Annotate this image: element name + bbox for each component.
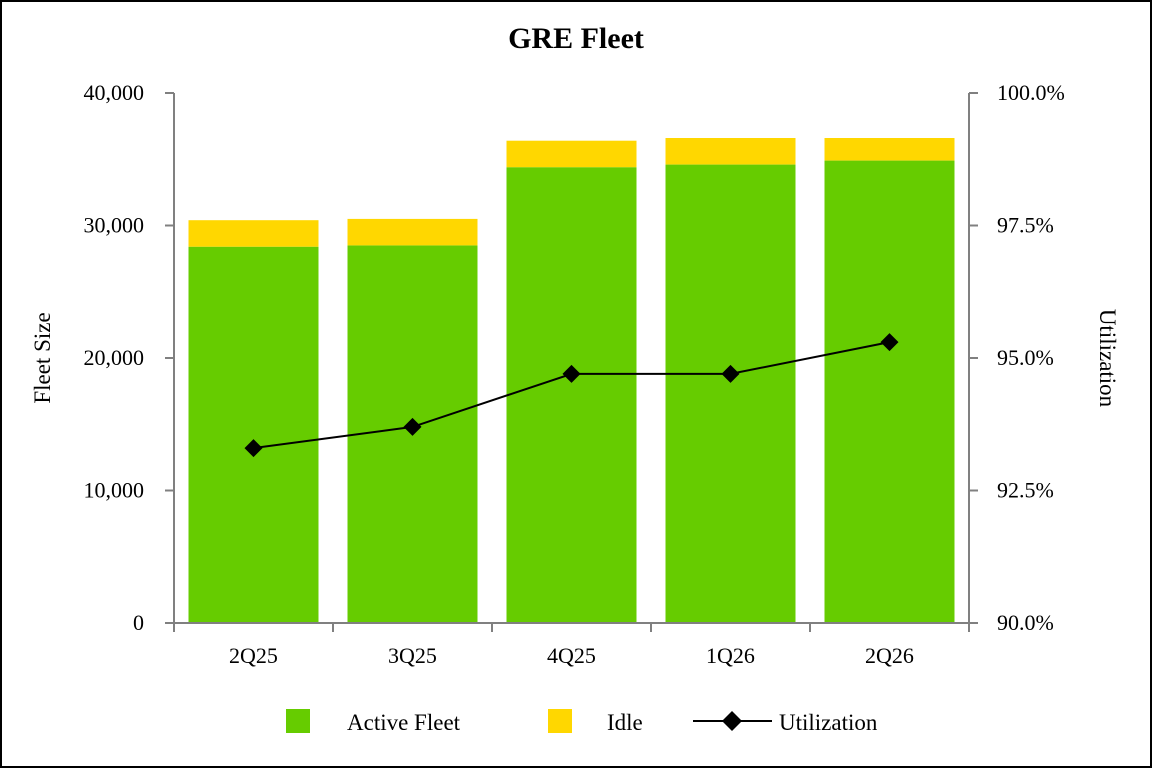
y2-tick-label: 97.5% (997, 213, 1054, 238)
y2-tick-label: 95.0% (997, 345, 1054, 370)
legend-swatch-active-fleet (286, 709, 310, 733)
x-tick-label: 2Q25 (229, 643, 278, 668)
legend: Active Fleet Idle Utilization (286, 709, 878, 735)
y-tick-label: 0 (133, 610, 144, 635)
legend-label-utilization: Utilization (779, 710, 878, 735)
utilization-point-4q25 (562, 364, 581, 383)
y2-tick-label: 90.0% (997, 610, 1054, 635)
x-tick-label: 2Q26 (865, 643, 914, 668)
y2-tick-label: 100.0% (997, 80, 1065, 105)
utilization-point-2q26 (880, 333, 899, 352)
y2-tick-label: 92.5% (997, 478, 1054, 503)
bars-layer (188, 138, 955, 623)
legend-swatch-utilization-marker (722, 711, 742, 731)
y-axis-label: Fleet Size (30, 312, 55, 403)
bar-idle-4q25 (506, 140, 637, 168)
bar-idle-1q26 (665, 138, 796, 165)
bar-idle-2q26 (824, 138, 955, 161)
utilization-point-3q25 (403, 417, 422, 436)
x-tick-label: 4Q25 (547, 643, 596, 668)
bar-active-fleet-1q26 (665, 164, 796, 623)
y-tick-label: 40,000 (84, 80, 145, 105)
y2-axis-label: Utilization (1095, 309, 1120, 408)
utilization-point-2q25 (244, 439, 263, 458)
bar-idle-3q25 (347, 218, 478, 246)
y-tick-label: 30,000 (84, 213, 145, 238)
legend-label-idle: Idle (607, 710, 643, 735)
utilization-point-1q26 (721, 364, 740, 383)
x-tick-label: 3Q25 (388, 643, 437, 668)
chart-title: GRE Fleet (508, 22, 644, 55)
legend-swatch-idle (548, 709, 572, 733)
y-tick-label: 10,000 (84, 478, 145, 503)
bar-active-fleet-2q26 (824, 160, 955, 623)
bar-active-fleet-4q25 (506, 167, 637, 623)
x-tick-label: 1Q26 (706, 643, 755, 668)
bar-idle-2q25 (188, 220, 319, 247)
utilization-line-layer (244, 333, 899, 458)
axes-layer: 0 10,000 20,000 30,000 40,000 90.0% 92.5% 95.0%… (84, 80, 1065, 668)
y-tick-label: 20,000 (84, 345, 145, 370)
legend-label-active-fleet: Active Fleet (347, 710, 461, 735)
bar-active-fleet-2q25 (188, 246, 319, 623)
